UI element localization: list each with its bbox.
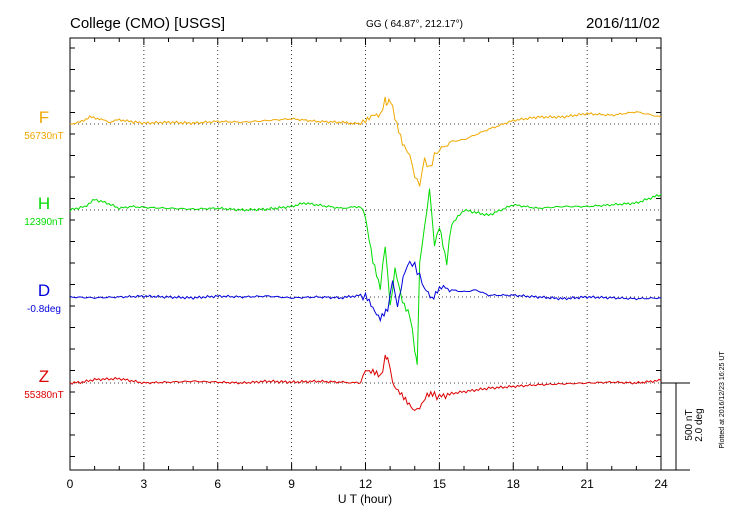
coordinates-label: GG ( 64.87°, 212.17°): [366, 19, 463, 30]
series-line-f: [69, 96, 662, 187]
series-baseline-d: -0.8deg: [27, 304, 61, 315]
series-baseline-f: 56730nT: [24, 131, 63, 142]
date-label: 2016/11/02: [586, 15, 660, 32]
series-baseline-z: 55380nT: [24, 390, 63, 401]
series-baseline-h: 12390nT: [24, 217, 63, 228]
x-tick-label: 15: [433, 477, 447, 491]
station-title: College (CMO) [USGS]: [70, 15, 225, 32]
scale-bar: [661, 382, 690, 471]
plotted-timestamp: Plotted at 2016/12/23 16:25 UT: [719, 351, 726, 449]
x-tick-label: 18: [507, 477, 521, 491]
x-tick-label: 24: [654, 477, 668, 491]
grid-lines: [70, 38, 661, 470]
series-line-h: [69, 188, 662, 365]
series-line-z: [69, 354, 662, 411]
x-tick-label: 3: [141, 477, 148, 491]
series-label-f: F: [39, 108, 49, 127]
x-tick-label: 21: [580, 477, 594, 491]
axis-ticks: 0 3 6 9 12 15 18 21 24: [67, 38, 668, 491]
x-tick-label: 6: [214, 477, 221, 491]
x-tick-label: 0: [67, 477, 74, 491]
x-tick-label: 9: [288, 477, 295, 491]
series-label-z: Z: [39, 367, 49, 386]
series-label-h: H: [38, 194, 50, 213]
x-axis-label: U T (hour): [338, 492, 392, 506]
series-label-d: D: [38, 281, 50, 300]
series-line-d: [69, 260, 662, 323]
scale-field-label: 500 nT: [684, 409, 695, 440]
x-tick-label: 12: [359, 477, 373, 491]
series-group: F 56730nT H 12390nT D -0.8deg Z 55380nT: [24, 96, 662, 411]
scale-angle-label: 2.0 deg: [694, 408, 705, 441]
